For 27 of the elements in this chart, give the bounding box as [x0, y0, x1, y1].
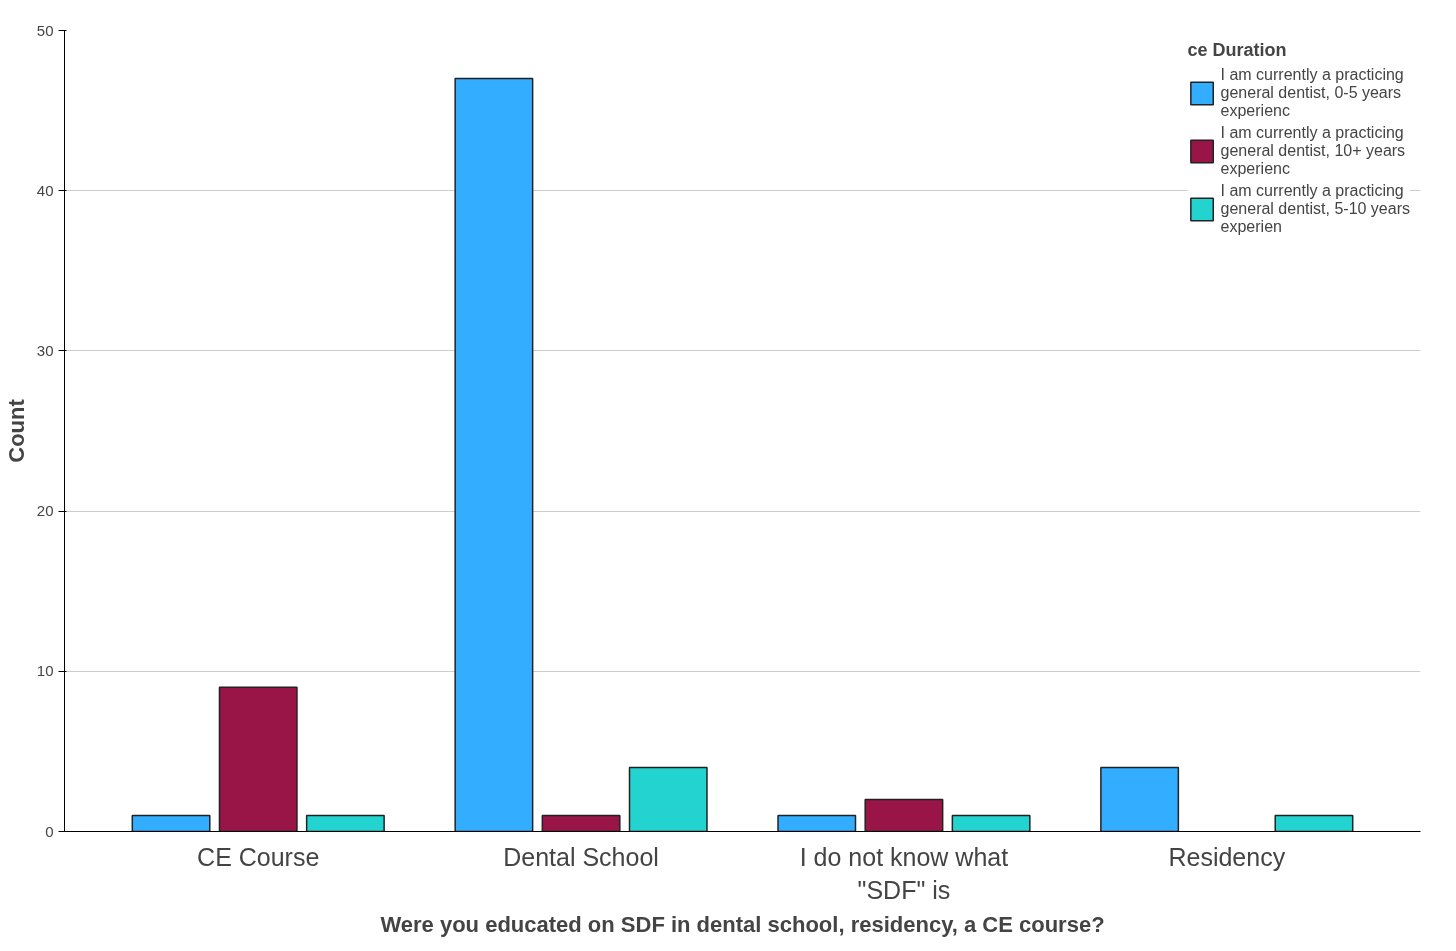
x-tick-label: Dental School	[503, 842, 659, 871]
legend-label: I am currently a practicing general dentist, 5-10 years experien	[1220, 182, 1410, 236]
y-axis-title: Count	[3, 398, 29, 463]
legend-title: ce Duration	[1187, 40, 1288, 61]
y-tick-label: 40	[36, 181, 54, 199]
x-tick-label: Residency	[1168, 842, 1286, 871]
x-tick-label: I do not know what "SDF" is	[799, 842, 1009, 905]
bar	[454, 77, 534, 832]
bar	[864, 798, 944, 832]
x-axis-title: Were you educated on SDF in dental school, residency, a CE course?	[380, 912, 1105, 938]
y-tick-label: 10	[36, 662, 54, 680]
bar	[541, 814, 621, 832]
bar	[628, 766, 708, 832]
bar	[218, 686, 298, 832]
y-tick-label: 20	[36, 502, 54, 520]
legend-label: I am currently a practicing general dentist, 10+ years experienc	[1220, 124, 1406, 178]
y-tick-label: 0	[45, 822, 54, 840]
bar	[131, 814, 211, 832]
bar	[777, 814, 857, 832]
bar	[305, 814, 385, 832]
bar	[951, 814, 1031, 832]
bar	[1274, 814, 1354, 832]
legend-label: I am currently a practicing general dentist, 0-5 years experienc	[1220, 66, 1404, 120]
y-tick-label: 30	[36, 341, 54, 359]
y-tick-label: 50	[36, 21, 54, 39]
bar	[1100, 766, 1180, 832]
x-tick-label: CE Course	[197, 842, 320, 871]
